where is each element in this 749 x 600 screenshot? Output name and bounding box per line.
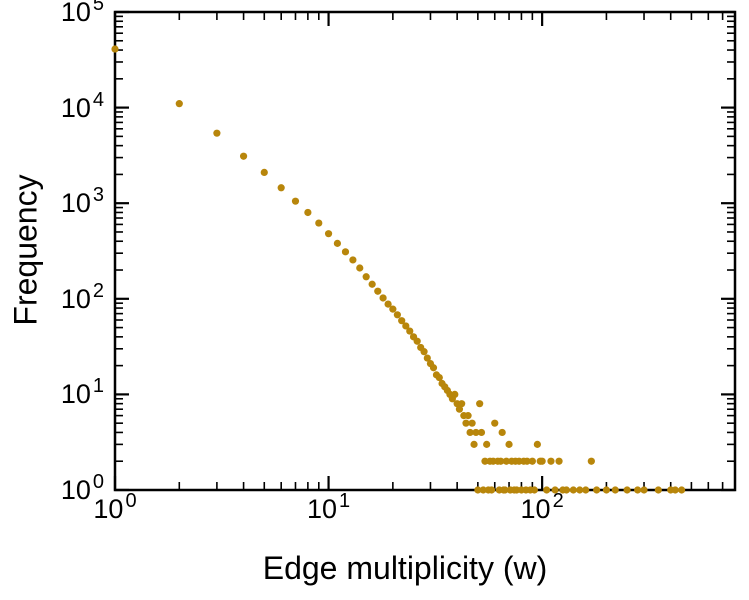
x-axis-label: Edge multiplicity (w) [262, 550, 548, 586]
y-axis-label: Frequency [7, 174, 44, 326]
